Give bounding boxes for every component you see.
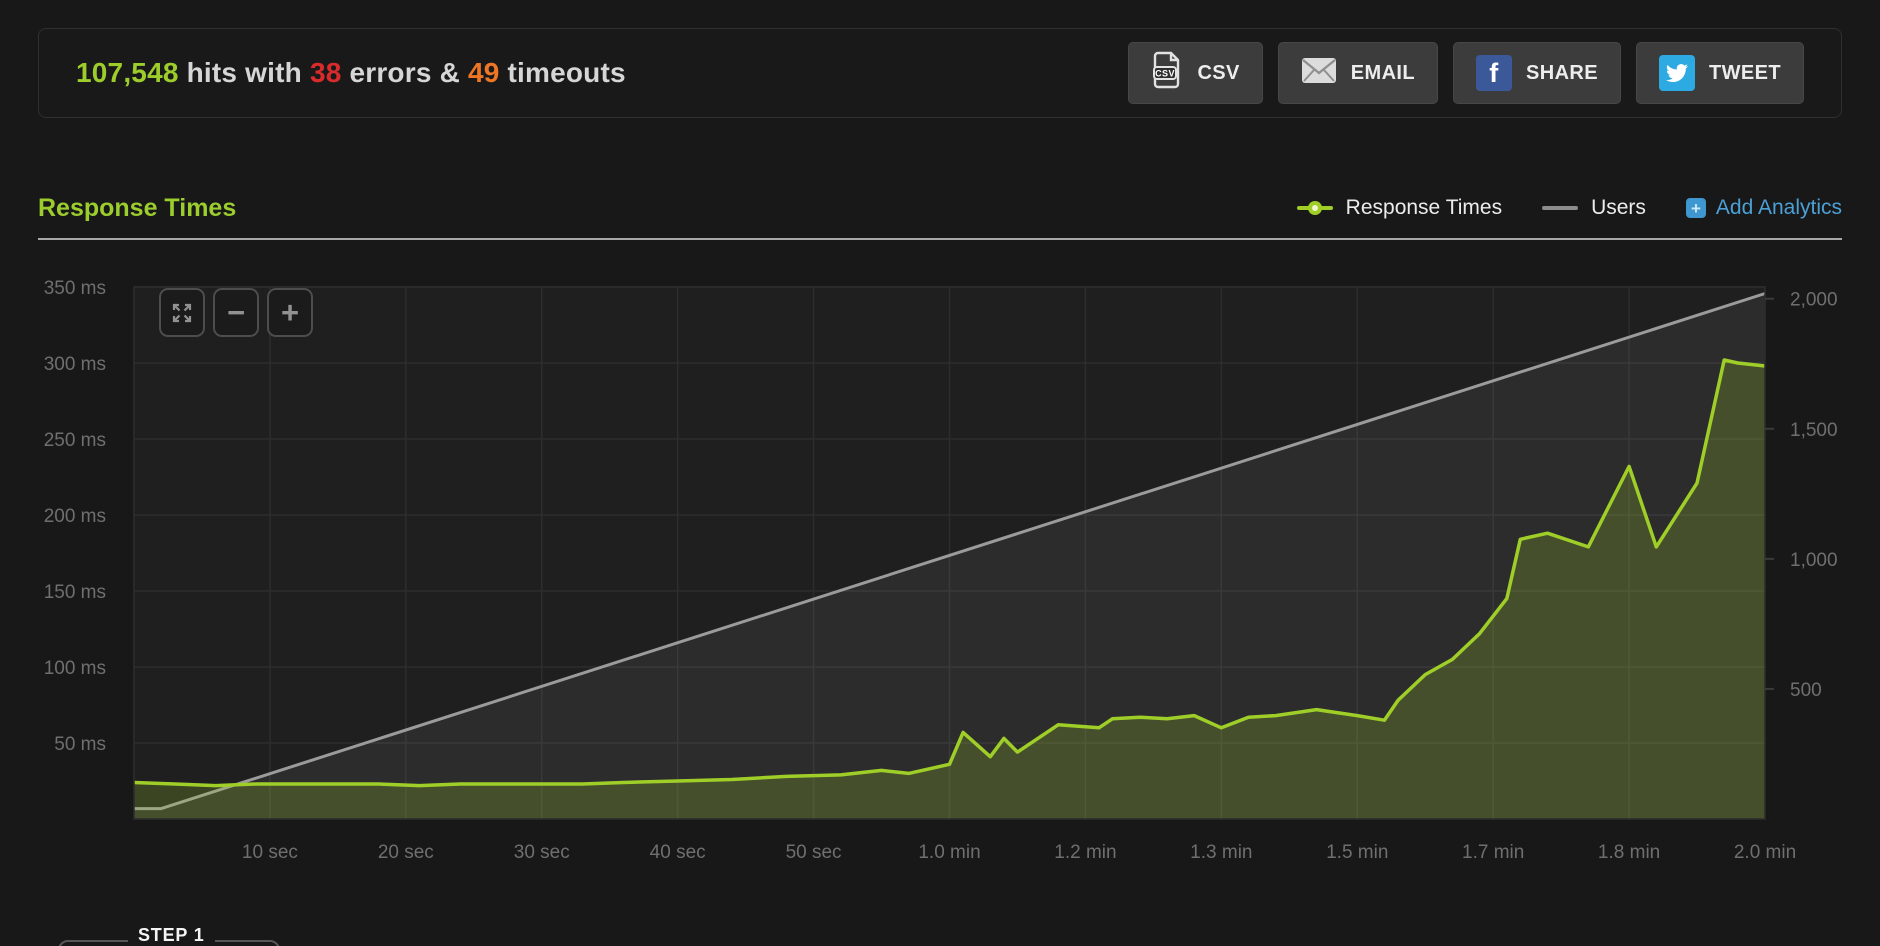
envelope-icon: [1301, 57, 1337, 90]
svg-text:300 ms: 300 ms: [44, 354, 106, 375]
email-button-label: EMAIL: [1350, 61, 1415, 84]
response-times-marker-icon: [1296, 201, 1333, 215]
csv-button-label: CSV: [1197, 61, 1240, 84]
svg-text:150 ms: 150 ms: [44, 582, 106, 603]
svg-text:1.2 min: 1.2 min: [1054, 842, 1116, 863]
expand-button[interactable]: [159, 288, 205, 337]
svg-text:1,000: 1,000: [1790, 550, 1838, 571]
timeouts-count: 49: [467, 57, 500, 88]
svg-text:1.5 min: 1.5 min: [1326, 842, 1388, 863]
errors-count: 38: [309, 57, 342, 88]
chart-legend: Response Times Users + Add Analytics: [1296, 196, 1842, 220]
chart-canvas[interactable]: 50 ms 100 ms 150 ms 200 ms 250 ms 300 ms 350 m…: [0, 250, 1880, 890]
tweet-button-label: TWEET: [1709, 61, 1781, 84]
add-analytics-link[interactable]: + Add Analytics: [1685, 196, 1842, 220]
chart-zoom-controls: − +: [159, 288, 313, 337]
svg-text:10 sec: 10 sec: [242, 842, 298, 863]
summary-stats: 107,548 hits with 38 errors & 49 timeout…: [76, 57, 626, 88]
svg-text:1.3 min: 1.3 min: [1190, 842, 1252, 863]
legend-users: Users: [1542, 196, 1646, 220]
page-title: Response Times: [38, 193, 237, 222]
add-analytics-label: Add Analytics: [1715, 196, 1842, 219]
legend-users-label: Users: [1591, 196, 1646, 219]
chart-header: Response Times Response Times Users + Ad…: [38, 186, 1842, 230]
step-1-label: STEP 1: [128, 925, 215, 946]
svg-text:1.8 min: 1.8 min: [1598, 842, 1660, 863]
csv-file-icon: CSV: [1151, 51, 1183, 95]
svg-text:20 sec: 20 sec: [378, 842, 434, 863]
summary-panel: 107,548 hits with 38 errors & 49 timeout…: [38, 28, 1842, 118]
share-button-label: SHARE: [1525, 61, 1598, 84]
legend-response-times: Response Times: [1296, 196, 1503, 220]
share-button[interactable]: f SHARE: [1452, 42, 1621, 104]
header-divider: [38, 238, 1842, 240]
tweet-button[interactable]: TWEET: [1636, 42, 1804, 104]
svg-text:2.0 min: 2.0 min: [1734, 842, 1796, 863]
svg-text:250 ms: 250 ms: [44, 430, 106, 451]
users-marker-icon: [1542, 206, 1579, 210]
zoom-in-button[interactable]: +: [267, 288, 313, 337]
svg-text:50 sec: 50 sec: [786, 842, 842, 863]
expand-icon: [172, 303, 192, 322]
svg-text:1.7 min: 1.7 min: [1462, 842, 1524, 863]
facebook-icon: f: [1475, 55, 1512, 91]
legend-response-times-label: Response Times: [1345, 196, 1503, 219]
svg-text:CSV: CSV: [1156, 69, 1176, 79]
twitter-icon: [1659, 55, 1695, 91]
svg-text:40 sec: 40 sec: [650, 842, 706, 863]
svg-text:2,000: 2,000: [1790, 290, 1838, 311]
svg-text:350 ms: 350 ms: [44, 278, 106, 299]
svg-text:500: 500: [1790, 680, 1822, 701]
svg-text:50 ms: 50 ms: [54, 734, 106, 755]
email-button[interactable]: EMAIL: [1277, 42, 1438, 104]
plus-icon: +: [1685, 198, 1706, 218]
svg-text:30 sec: 30 sec: [514, 842, 570, 863]
svg-text:1,500: 1,500: [1790, 420, 1838, 441]
csv-button[interactable]: CSV CSV: [1128, 42, 1263, 104]
zoom-out-button[interactable]: −: [213, 288, 259, 337]
response-times-chart[interactable]: 50 ms 100 ms 150 ms 200 ms 250 ms 300 ms 350 m…: [0, 250, 1880, 890]
svg-text:100 ms: 100 ms: [44, 658, 106, 679]
svg-text:1.0 min: 1.0 min: [918, 842, 980, 863]
svg-text:200 ms: 200 ms: [44, 506, 106, 527]
export-toolbar: CSV CSV EMAIL f SHARE: [1128, 42, 1804, 104]
hits-count: 107,548: [76, 57, 179, 88]
